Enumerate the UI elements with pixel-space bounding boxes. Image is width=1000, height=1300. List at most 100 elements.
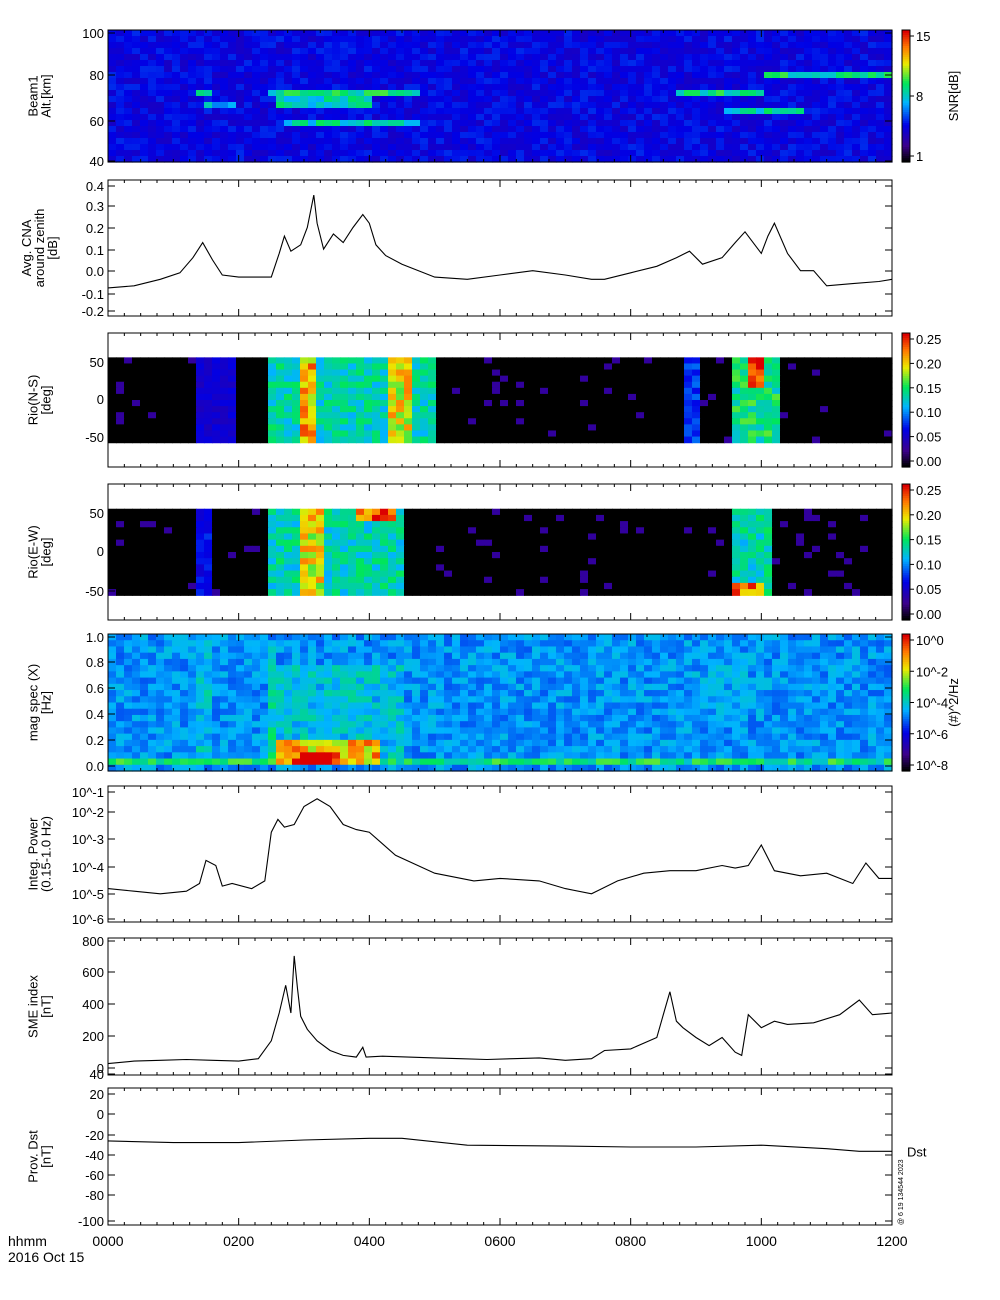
colorbar-cell [902, 684, 910, 688]
panel-8: Dst -100 -80 -60 -40 -20 0 20 40 Prov. Dst[nT] [26, 1067, 927, 1229]
colorbar-cell [902, 668, 910, 672]
y-tick-label: 0 [97, 1061, 104, 1076]
y-axis-label: [dB] [45, 236, 60, 259]
colorbar-cell [902, 672, 910, 676]
colorbar-cell [902, 634, 910, 637]
colorbar-cell [902, 442, 910, 446]
y-axis-label: around zenith [32, 209, 47, 288]
colorbar-cell [902, 586, 910, 589]
colorbar-cell [902, 458, 910, 461]
colorbar-cell [902, 576, 910, 580]
panel-frame-8 [107, 1087, 893, 1226]
y-axis-label: [nT] [39, 1145, 54, 1167]
colorbar-cell [902, 113, 910, 117]
x-axis-label-date: 2016 Oct 15 [8, 1249, 84, 1265]
colorbar-cell [902, 736, 910, 740]
x-tick-label: 0000 [92, 1233, 123, 1249]
y-axis-label: Integ. Power [26, 817, 41, 891]
colorbar-cell [902, 41, 910, 44]
colorbar-cell [902, 757, 910, 761]
colorbar-cell [902, 716, 910, 720]
colorbar-cell [902, 665, 910, 669]
y-tick-label: 200 [82, 1029, 104, 1044]
colorbar-cell [902, 688, 910, 692]
colorbar-cell [902, 707, 910, 710]
colorbar-tick-label: 0.15 [916, 381, 941, 396]
colorbar-cell [902, 424, 910, 428]
series-line [107, 955, 893, 1065]
colorbar-cell [902, 686, 910, 690]
colorbar-cell [902, 720, 910, 724]
colorbar-cell [902, 462, 910, 466]
colorbar-cell [902, 670, 910, 674]
colorbar-cell [902, 595, 910, 598]
colorbar-cell [902, 732, 910, 736]
colorbar-cell [902, 433, 910, 437]
colorbar-cell [902, 531, 910, 535]
colorbar-cell [902, 739, 910, 742]
colorbar-cell [902, 357, 910, 361]
colorbar-cell [902, 542, 910, 546]
x-tick-label: 1200 [876, 1233, 907, 1249]
colorbar-cell [902, 499, 910, 503]
colorbar-cell [902, 373, 910, 377]
y-axis-label: (0.15-1.0 Hz) [39, 816, 54, 892]
colorbar-cell [902, 32, 910, 35]
side-stamp: @ 6 19 134544 2023 [898, 1159, 905, 1225]
colorbar-cell [902, 146, 910, 150]
y-axis-label: [deg] [39, 538, 54, 567]
y-tick-label: 50 [90, 506, 104, 521]
colorbar-tick-label: 0.00 [916, 454, 941, 469]
colorbar-cell [902, 76, 910, 79]
colorbar-cell [902, 547, 910, 551]
colorbar-cell [902, 49, 910, 53]
panels-group: 1815SNR[dB]406080100Beam1Alt.[km]-0.2-0.… [19, 26, 961, 1229]
y-axis-label: [deg] [39, 386, 54, 415]
y-tick-label: -50 [85, 584, 104, 599]
colorbar-cell [902, 359, 910, 363]
colorbar-tick-label: 0.05 [916, 430, 941, 445]
colorbar-cell [902, 638, 910, 642]
colorbar-cell [902, 362, 910, 365]
colorbar-cell [902, 567, 910, 571]
colorbar-cell [902, 565, 910, 569]
colorbar-cell [902, 725, 910, 729]
colorbar-cell [902, 561, 910, 564]
colorbar-tick-label: 10^-4 [916, 696, 948, 711]
colorbar-cell [902, 109, 910, 112]
panel-3: 0.00 0.05 0.10 0.15 0.20 0.25 -50 0 50 Rio(N-S)[d… [26, 332, 942, 469]
panel-7: 0 200 400 600 800 SME index[nT] [26, 934, 893, 1076]
colorbar-cell [902, 563, 910, 567]
colorbar-frame [901, 483, 911, 621]
y-tick-label: 0.3 [86, 199, 104, 214]
colorbar-label: SNR[dB] [946, 71, 961, 122]
y-tick-label: -0.2 [82, 304, 104, 319]
colorbar-cell [902, 386, 910, 390]
colorbar-cell [902, 96, 910, 99]
panel-frame-7 [107, 937, 893, 1076]
colorbar-cell [902, 709, 910, 713]
colorbar-cell [902, 734, 910, 738]
colorbar-cell [902, 45, 910, 49]
series-line [107, 194, 893, 289]
colorbar-cell [902, 453, 910, 457]
colorbar-cell [902, 60, 910, 64]
y-tick-label: 100 [82, 26, 104, 41]
colorbar-cell [902, 700, 910, 704]
y-tick-label: 0 [97, 392, 104, 407]
colorbar-cell [902, 610, 910, 614]
y-tick-label: 0.0 [86, 264, 104, 279]
y-tick-label: -20 [85, 1128, 104, 1143]
colorbar-cell [902, 661, 910, 665]
colorbar-cell [902, 337, 910, 341]
colorbar-cell [902, 440, 910, 444]
colorbar-cell [902, 100, 910, 104]
y-tick-label: 1.0 [86, 630, 104, 645]
colorbar-cell [902, 451, 910, 455]
colorbar-cell [902, 107, 910, 110]
colorbar-cell [902, 153, 910, 156]
colorbar-cell [902, 69, 910, 73]
colorbar-cell [902, 449, 910, 452]
colorbar-cell [902, 89, 910, 93]
colorbar-cell [902, 695, 910, 699]
